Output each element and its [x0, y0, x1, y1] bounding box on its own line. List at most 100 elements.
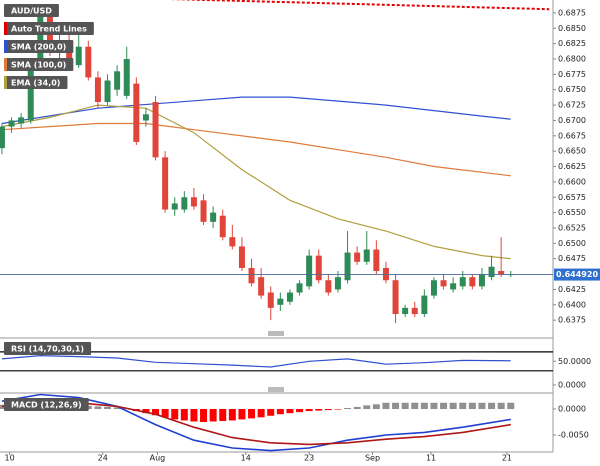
candle-body: [248, 267, 255, 284]
candle-body: [498, 271, 505, 275]
x-tick-label: 14: [241, 454, 251, 463]
candle-body: [325, 280, 332, 293]
legend-item: Auto Trend Lines: [4, 22, 94, 35]
candle-body: [123, 58, 130, 96]
candle-body: [94, 77, 101, 103]
y-tick-label: 0.6500: [558, 239, 586, 248]
legend-label: EMA (34,0): [11, 79, 60, 88]
y-tick-label: 0.6825: [558, 39, 586, 48]
histogram-bar: [468, 402, 476, 410]
y-tick-label: 0.0000: [558, 381, 586, 390]
legend-item: RSI (14,70,30,1): [4, 342, 92, 355]
histogram-bar: [324, 409, 332, 411]
histogram-bar: [440, 402, 448, 410]
y-tick-label: 0.6400: [558, 300, 586, 309]
candle-body: [440, 280, 447, 287]
candle-body: [75, 46, 82, 66]
histogram-bar: [488, 402, 496, 410]
histogram-bar: [190, 409, 198, 422]
x-tick-label: Aug: [150, 454, 166, 463]
panel-handle[interactable]: [268, 387, 284, 392]
histogram-bar: [94, 406, 102, 410]
histogram-bar: [363, 405, 371, 410]
legend-box: [4, 22, 94, 35]
candle-body: [421, 295, 428, 315]
candle-body: [171, 203, 178, 210]
histogram-bar: [248, 409, 256, 419]
histogram-bar: [267, 409, 275, 416]
legend-box: [4, 4, 59, 17]
line-series: [1, 96, 511, 125]
legend-box: [4, 342, 92, 355]
candle-body: [27, 65, 34, 121]
histogram-bar: [420, 402, 428, 410]
candle-body: [8, 120, 15, 127]
histogram-bar: [257, 409, 265, 418]
candle-body: [210, 212, 217, 222]
legend-item: MACD (12,26,9): [4, 398, 89, 411]
histogram-bar: [430, 402, 438, 410]
x-tick-label: 23: [304, 454, 314, 463]
histogram-bar: [228, 409, 236, 421]
candle-body: [411, 307, 418, 315]
candle-body: [277, 298, 284, 305]
x-tick-label: 24: [98, 454, 108, 463]
histogram-bar: [411, 402, 419, 410]
candle-body: [382, 267, 389, 281]
legend-swatch: [4, 40, 7, 53]
y-tick-label: 0.6800: [558, 54, 586, 63]
x-tick-label: 10: [5, 454, 15, 463]
y-tick-label: 0.6375: [558, 316, 586, 325]
candle-body: [152, 102, 159, 158]
candle-body: [142, 114, 149, 121]
legend-box: [4, 40, 74, 53]
candle-body: [219, 215, 226, 238]
histogram-bar: [296, 409, 304, 413]
histogram-bar: [171, 409, 179, 420]
candle-body: [459, 277, 466, 287]
candle-body: [469, 277, 476, 287]
candle-body: [258, 277, 265, 296]
histogram-bar: [334, 409, 342, 410]
line-series: [169, 0, 550, 11]
histogram-bar: [382, 402, 390, 410]
histogram-bar: [209, 409, 217, 422]
histogram-bar: [276, 409, 284, 415]
candle-body: [478, 274, 485, 287]
legend-label: SMA (200,0): [11, 43, 66, 52]
candle-body: [430, 280, 437, 296]
histogram-bar: [372, 404, 380, 410]
line-series: [1, 354, 511, 368]
candle-body: [373, 249, 380, 272]
legend-item: AUD/USD: [4, 4, 59, 17]
histogram-bar: [104, 406, 112, 410]
histogram-bar: [478, 402, 486, 410]
legend-item: SMA (200,0): [4, 40, 74, 53]
legend-label: MACD (12,26,9): [11, 401, 82, 410]
candle-body: [296, 283, 303, 293]
histogram-bar: [238, 409, 246, 420]
y-tick-label: 0.6725: [558, 101, 586, 110]
y-tick-label: 0.6550: [558, 208, 586, 217]
last-price-label: 0.644920: [556, 270, 598, 279]
y-tick-label: 0.6650: [558, 147, 586, 156]
candle-body: [392, 280, 399, 315]
candle-body: [18, 117, 25, 124]
legend-swatch: [4, 58, 7, 71]
histogram-bar: [305, 409, 313, 412]
candle-body: [363, 249, 370, 262]
legend-item: SMA (100,0): [4, 58, 74, 71]
y-tick-label: 0.6575: [558, 193, 586, 202]
panel-handle[interactable]: [268, 331, 284, 336]
line-series: [1, 104, 511, 260]
candle-body: [200, 200, 207, 222]
y-tick-label: 0.6750: [558, 85, 586, 94]
histogram-bar: [219, 409, 227, 421]
y-tick-label: -0.0050: [558, 431, 589, 440]
candle-body: [133, 83, 140, 142]
candle-body: [85, 46, 92, 78]
legend-label: AUD/USD: [11, 7, 52, 16]
candle-body: [334, 277, 341, 290]
histogram-bar: [392, 402, 400, 410]
